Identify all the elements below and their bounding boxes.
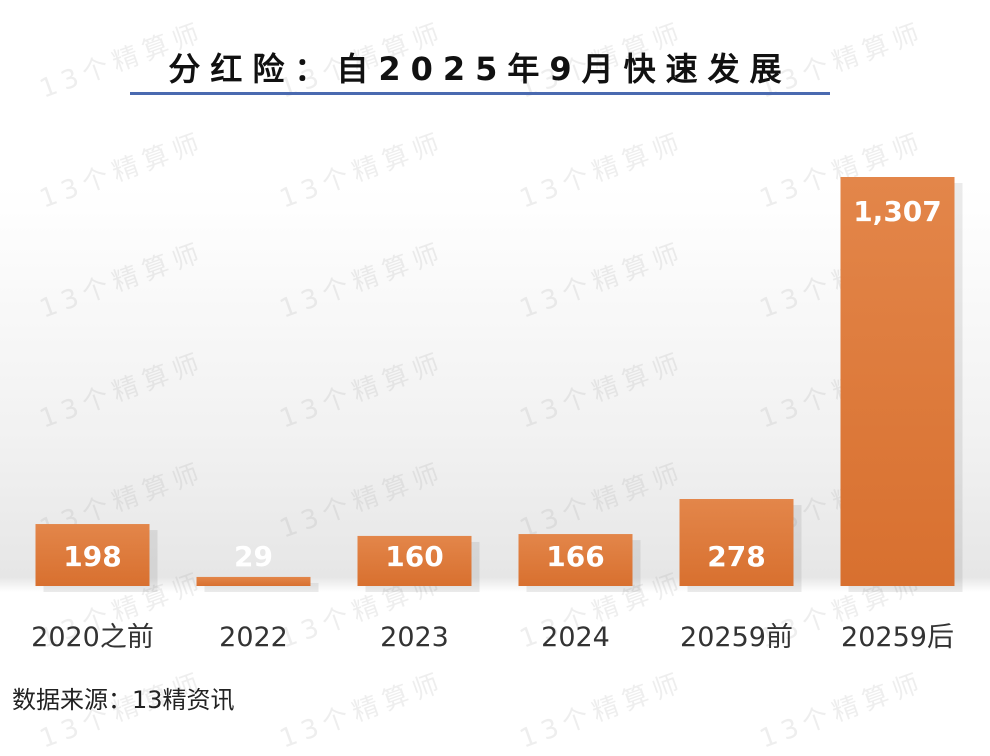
bar-20259前 bbox=[679, 499, 794, 586]
bar-2022 bbox=[196, 576, 311, 586]
bar-shadow bbox=[204, 582, 319, 592]
x-tick-label: 20259前 bbox=[680, 622, 793, 653]
x-tick-label: 2022 bbox=[219, 622, 288, 653]
bar-chart: 198 2020之前 29 2022 160 2023 166 2024 278 20259前 1,… bbox=[31, 177, 963, 653]
x-tick-label: 20259后 bbox=[841, 622, 954, 653]
bar-2024 bbox=[518, 534, 633, 586]
title-underline bbox=[130, 92, 830, 95]
data-label: 29 bbox=[234, 540, 273, 573]
bar-2023 bbox=[357, 535, 472, 586]
bar-20259后 bbox=[840, 177, 955, 586]
data-label: 278 bbox=[707, 540, 765, 573]
bar-2020之前 bbox=[35, 524, 150, 586]
data-label: 166 bbox=[546, 540, 604, 573]
data-source: 数据来源：13精资讯 bbox=[12, 686, 235, 714]
data-label: 1,307 bbox=[853, 195, 942, 228]
data-label: 160 bbox=[385, 540, 443, 573]
x-tick-label: 2020之前 bbox=[31, 622, 154, 653]
x-tick-label: 2023 bbox=[380, 622, 449, 653]
chart-title: 分红险：自2025年9月快速发展 bbox=[168, 50, 792, 88]
data-label: 198 bbox=[63, 540, 121, 573]
x-tick-label: 2024 bbox=[541, 622, 610, 653]
